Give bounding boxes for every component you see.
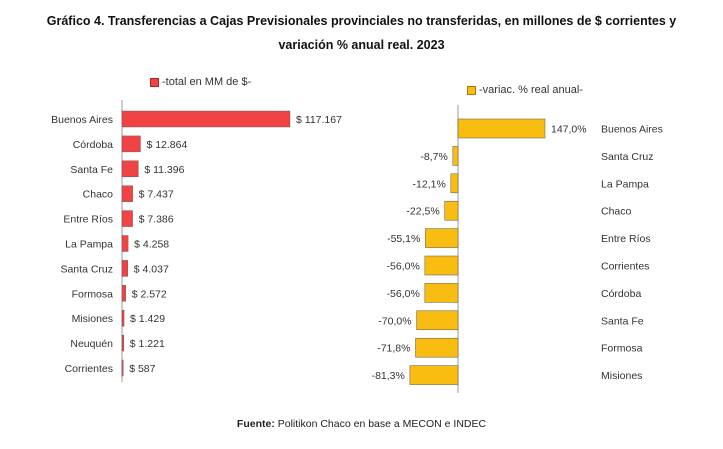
bar-2	[121, 160, 139, 177]
category-label-0: Buenos Aires	[601, 124, 663, 136]
category-label-1: Santa Cruz	[601, 151, 654, 163]
chart-title-line2: variación % anual real. 2023	[278, 38, 445, 52]
category-label-3: Chaco	[601, 206, 632, 218]
right-bar-chart: 147,0% Buenos Aires -8,7% Santa Cruz -12,1% L…	[372, 105, 663, 393]
legend-right: -variac. % real anual-	[467, 84, 583, 96]
bar-4	[425, 228, 459, 248]
data-label-1: $ 12.864	[146, 139, 187, 151]
data-label-6: -56,0%	[387, 288, 420, 300]
category-label-4: Entre Ríos	[63, 214, 113, 226]
data-label-5: $ 4.258	[134, 239, 169, 251]
data-label-2: $ 11.396	[144, 164, 184, 176]
bar-3	[444, 200, 459, 221]
bar-1	[452, 146, 459, 166]
category-label-6: Santa Cruz	[60, 263, 113, 275]
category-label-3: Chaco	[83, 189, 114, 201]
bar-10	[121, 359, 124, 377]
data-label-5: -56,0%	[387, 261, 420, 273]
bar-3	[121, 185, 133, 202]
legend-left-swatch	[150, 77, 159, 87]
bar-5	[424, 255, 459, 276]
category-label-0: Buenos Aires	[51, 114, 113, 126]
data-label-9: -81,3%	[372, 370, 405, 382]
source-text: Politikon Chaco en base a MECON e INDEC	[274, 418, 487, 430]
data-label-3: -22,5%	[406, 206, 439, 218]
data-label-7: $ 2.572	[132, 288, 167, 300]
bar-9	[409, 365, 459, 385]
bar-6	[424, 283, 459, 303]
data-label-0: $ 117.167	[296, 114, 342, 126]
category-label-6: Córdoba	[601, 288, 641, 300]
category-label-9: Misiones	[601, 370, 642, 382]
data-label-8: $ 1.429	[130, 313, 165, 325]
data-label-6: $ 4.037	[134, 263, 169, 275]
data-label-0: 147,0%	[551, 124, 587, 136]
bar-6	[121, 260, 128, 277]
data-label-4: $ 7.386	[139, 214, 174, 226]
category-label-2: La Pampa	[601, 178, 649, 190]
legend-left-label: -total en MM de $-	[162, 76, 252, 88]
category-label-2: Santa Fe	[70, 164, 113, 176]
legend-right-label: -variac. % real anual-	[479, 84, 583, 96]
bar-1	[121, 135, 141, 153]
category-label-8: Formosa	[601, 343, 643, 355]
bar-8	[121, 309, 125, 327]
category-label-4: Entre Ríos	[601, 233, 651, 245]
category-label-5: Corrientes	[601, 261, 649, 273]
data-label-8: -71,8%	[377, 343, 410, 355]
category-label-9: Neuquén	[70, 338, 113, 350]
bar-2	[450, 173, 459, 194]
data-label-2: -12,1%	[413, 178, 446, 190]
left-bar-chart: Buenos Aires $ 117.167 Córdoba $ 12.864 Sant…	[51, 100, 342, 382]
bar-8	[415, 337, 459, 358]
data-label-3: $ 7.437	[139, 189, 174, 201]
source-note: Fuente: Politikon Chaco en base a MECON …	[0, 418, 723, 430]
category-label-5: La Pampa	[65, 239, 113, 251]
bar-4	[121, 210, 133, 227]
source-label: Fuente:	[236, 418, 275, 430]
category-label-7: Santa Fe	[601, 315, 644, 327]
bar-9	[121, 334, 124, 352]
bar-5	[121, 235, 129, 252]
data-label-10: $ 587	[129, 363, 155, 375]
category-label-8: Misiones	[72, 313, 113, 325]
data-label-4: -55,1%	[387, 233, 420, 245]
data-label-9: $ 1.221	[130, 338, 165, 350]
category-label-10: Corrientes	[65, 363, 113, 375]
data-label-1: -8,7%	[420, 151, 447, 163]
bar-0	[121, 110, 291, 128]
data-label-7: -70,0%	[378, 315, 411, 327]
category-label-1: Córdoba	[73, 139, 113, 151]
bar-0	[457, 118, 546, 139]
legend-left: -total en MM de $-	[150, 76, 251, 88]
legend-right-swatch	[467, 85, 476, 95]
chart-title-line1: Gráfico 4. Transferencias a Cajas Previs…	[46, 14, 677, 28]
bar-7	[121, 285, 126, 302]
category-label-7: Formosa	[72, 288, 114, 300]
bar-7	[416, 310, 459, 331]
